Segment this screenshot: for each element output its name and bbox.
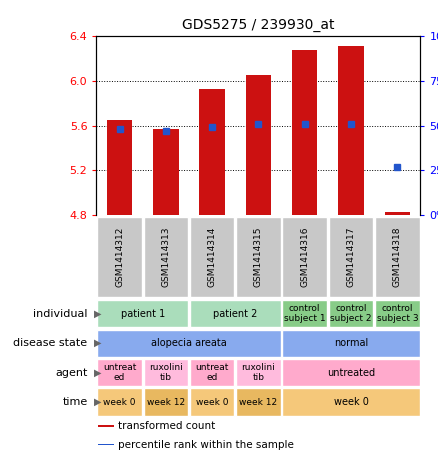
Text: untreat
ed: untreat ed: [103, 363, 136, 382]
Text: ▶: ▶: [94, 308, 102, 319]
Bar: [375, 217, 420, 297]
Bar: [283, 389, 420, 415]
Text: alopecia areata: alopecia areata: [151, 338, 227, 348]
Text: agent: agent: [55, 367, 88, 378]
Bar: [283, 359, 420, 386]
Bar: [144, 359, 188, 386]
Bar: [98, 425, 114, 427]
Text: control
subject 1: control subject 1: [284, 304, 325, 323]
Bar: [385, 212, 410, 215]
Bar: [98, 444, 114, 445]
Text: week 12: week 12: [147, 398, 185, 406]
Text: week 0: week 0: [334, 397, 368, 407]
Text: ruxolini
tib: ruxolini tib: [149, 363, 183, 382]
Text: patient 2: patient 2: [213, 308, 258, 319]
Text: ▶: ▶: [94, 338, 102, 348]
Bar: [97, 330, 281, 357]
Bar: [190, 300, 281, 327]
Bar: [144, 217, 188, 297]
Bar: [236, 389, 281, 415]
Bar: [246, 75, 271, 215]
Text: transformed count: transformed count: [118, 421, 215, 431]
Text: normal: normal: [334, 338, 368, 348]
Text: GSM1414318: GSM1414318: [393, 227, 402, 287]
Text: GSM1414313: GSM1414313: [161, 227, 170, 287]
Title: GDS5275 / 239930_at: GDS5275 / 239930_at: [182, 19, 335, 33]
Text: week 12: week 12: [239, 398, 278, 406]
Bar: [329, 300, 373, 327]
Text: patient 1: patient 1: [120, 308, 165, 319]
Text: control
subject 2: control subject 2: [330, 304, 372, 323]
Bar: [97, 389, 142, 415]
Text: ▶: ▶: [94, 367, 102, 378]
Text: disease state: disease state: [14, 338, 88, 348]
Text: untreat
ed: untreat ed: [195, 363, 229, 382]
Text: time: time: [62, 397, 88, 407]
Bar: [338, 46, 364, 215]
Text: GSM1414316: GSM1414316: [300, 227, 309, 287]
Bar: [199, 89, 225, 215]
Bar: [190, 359, 234, 386]
Bar: [283, 330, 420, 357]
Bar: [236, 359, 281, 386]
Text: week 0: week 0: [103, 398, 136, 406]
Bar: [144, 389, 188, 415]
Bar: [190, 389, 234, 415]
Bar: [283, 300, 327, 327]
Text: ruxolini
tib: ruxolini tib: [241, 363, 276, 382]
Bar: [292, 50, 318, 215]
Text: GSM1414314: GSM1414314: [208, 227, 217, 287]
Bar: [153, 129, 179, 215]
Text: GSM1414315: GSM1414315: [254, 227, 263, 287]
Text: week 0: week 0: [196, 398, 228, 406]
Bar: [329, 217, 373, 297]
Bar: [283, 217, 327, 297]
Bar: [97, 359, 142, 386]
Text: GSM1414317: GSM1414317: [346, 227, 356, 287]
Bar: [236, 217, 281, 297]
Text: individual: individual: [33, 308, 88, 319]
Bar: [190, 217, 234, 297]
Text: percentile rank within the sample: percentile rank within the sample: [118, 439, 293, 450]
Text: ▶: ▶: [94, 397, 102, 407]
Bar: [97, 217, 142, 297]
Text: control
subject 3: control subject 3: [377, 304, 418, 323]
Text: GSM1414312: GSM1414312: [115, 227, 124, 287]
Bar: [375, 300, 420, 327]
Text: untreated: untreated: [327, 367, 375, 378]
Bar: [107, 120, 132, 215]
Bar: [97, 300, 188, 327]
